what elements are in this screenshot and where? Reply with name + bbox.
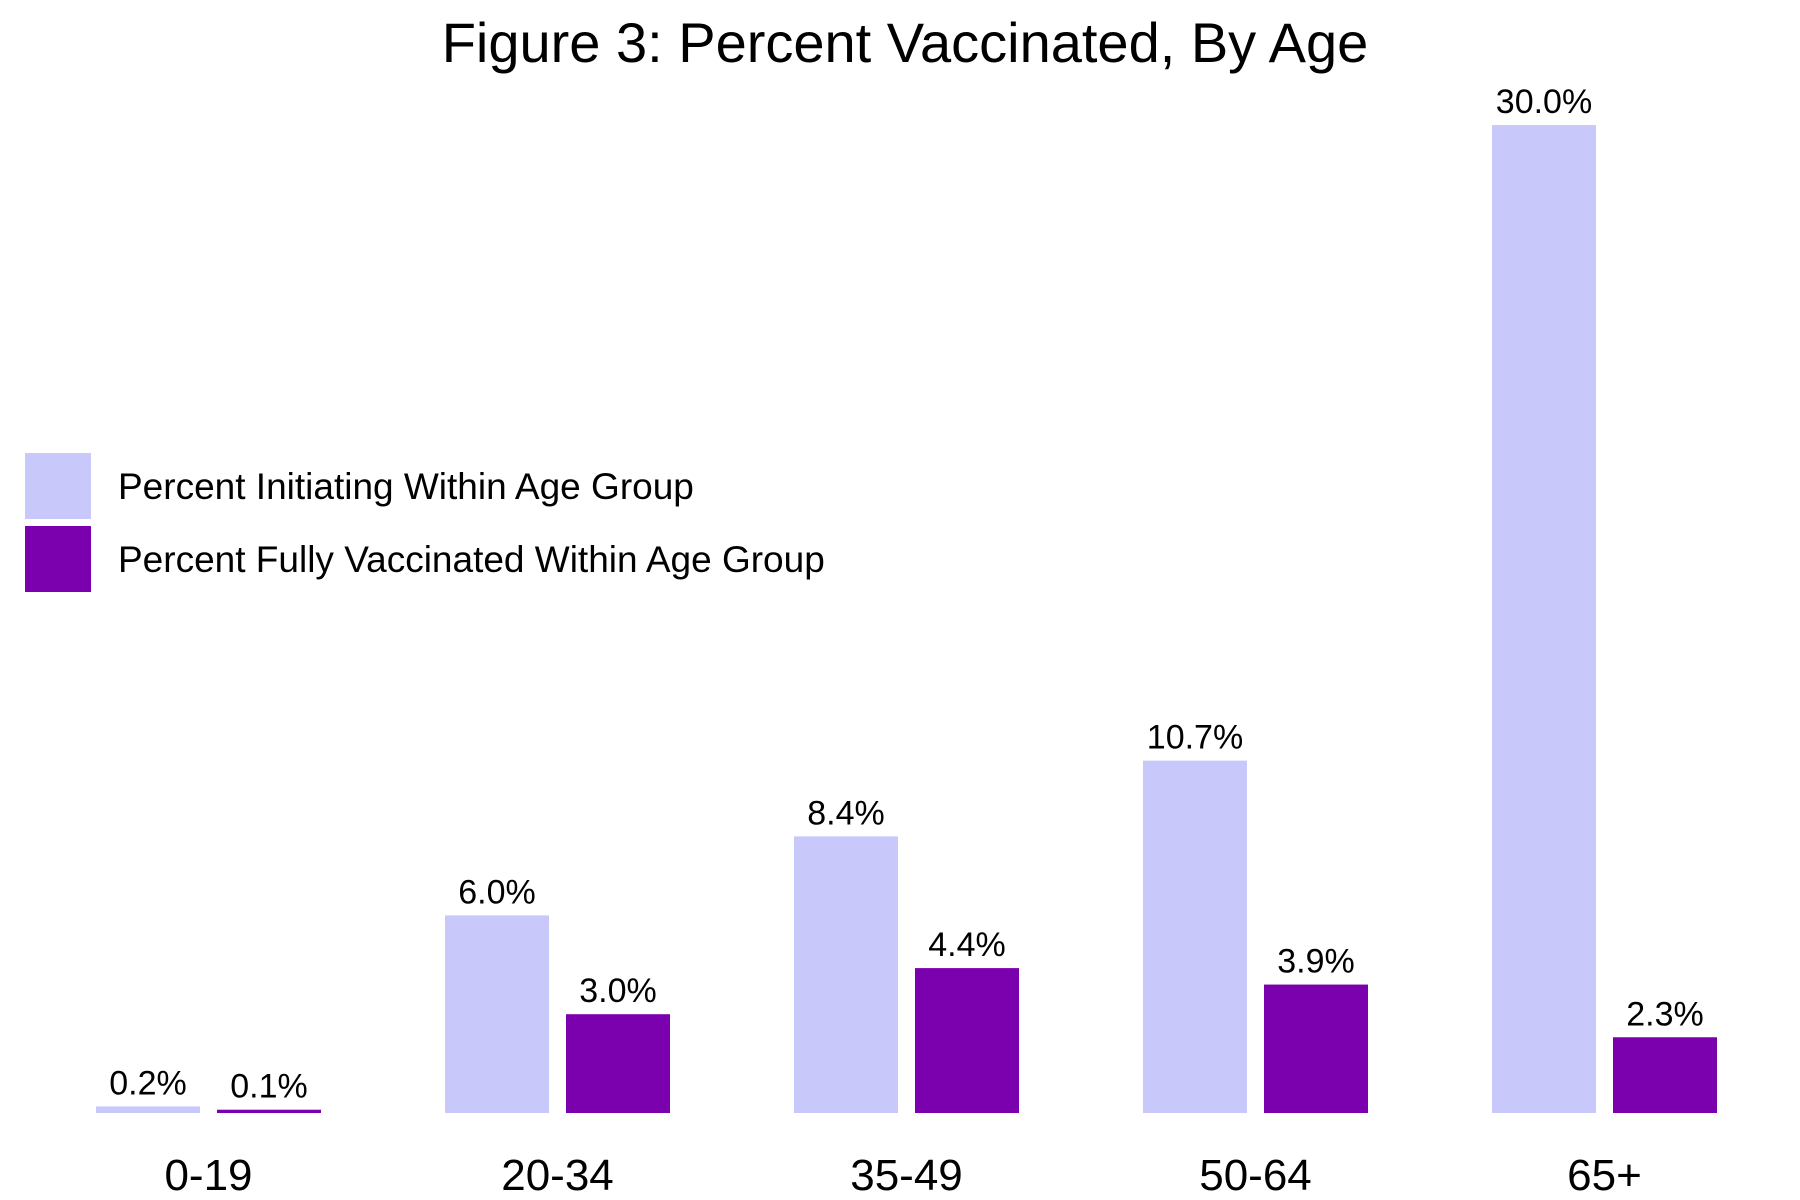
bar-initiating-0-19 [96, 1106, 200, 1113]
chart-title: Figure 3: Percent Vaccinated, By Age [442, 11, 1369, 74]
value-label-fully-vaccinated-65: 2.3% [1626, 995, 1704, 1033]
legend-label-fully-vaccinated: Percent Fully Vaccinated Within Age Grou… [118, 539, 825, 580]
bar-initiating-20-34 [445, 915, 549, 1113]
value-label-fully-vaccinated-50-64: 3.9% [1277, 943, 1355, 981]
bar-fully-vaccinated-0-19 [217, 1109, 321, 1113]
x-tick-label-20-34: 20-34 [501, 1151, 614, 1200]
value-label-fully-vaccinated-35-49: 4.4% [928, 926, 1006, 964]
bar-initiating-50-64 [1143, 760, 1247, 1113]
legend-label-initiating: Percent Initiating Within Age Group [118, 466, 694, 507]
x-tick-label-65: 65+ [1567, 1151, 1642, 1200]
bar-fully-vaccinated-20-34 [566, 1014, 670, 1113]
value-label-initiating-35-49: 8.4% [807, 794, 885, 832]
value-label-fully-vaccinated-0-19: 0.1% [230, 1068, 308, 1106]
bar-fully-vaccinated-65 [1613, 1037, 1717, 1113]
legend-swatch-fully-vaccinated [25, 526, 91, 592]
value-labels-group: 0.2% 0.1% 6.0% 3.0% 8.4% 4.4% 10.7% 3.9% 30.0% 2.… [109, 83, 1704, 1106]
legend-swatch-initiating [25, 453, 91, 519]
value-label-fully-vaccinated-20-34: 3.0% [579, 972, 657, 1010]
value-label-initiating-65: 30.0% [1496, 83, 1592, 121]
x-tick-label-35-49: 35-49 [850, 1151, 963, 1200]
x-tick-label-0-19: 0-19 [164, 1151, 252, 1200]
bar-fully-vaccinated-35-49 [915, 968, 1019, 1113]
bar-initiating-65 [1492, 125, 1596, 1113]
value-label-initiating-50-64: 10.7% [1147, 719, 1243, 757]
bar-initiating-35-49 [794, 836, 898, 1113]
bars-group [96, 125, 1717, 1113]
x-axis-tick-labels: 0-19 20-34 35-49 50-64 65+ [164, 1151, 1641, 1200]
bar-fully-vaccinated-50-64 [1264, 984, 1368, 1113]
x-tick-label-50-64: 50-64 [1199, 1151, 1312, 1200]
value-label-initiating-20-34: 6.0% [458, 873, 536, 911]
value-label-initiating-0-19: 0.2% [109, 1064, 187, 1102]
legend: Percent Initiating Within Age Group Perc… [25, 453, 825, 592]
